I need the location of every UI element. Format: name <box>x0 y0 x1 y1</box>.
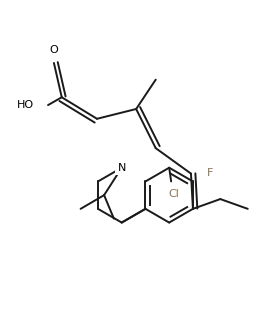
Text: Cl: Cl <box>169 189 180 199</box>
Text: HO: HO <box>17 100 34 110</box>
Text: O: O <box>49 45 58 55</box>
Text: F: F <box>207 168 213 178</box>
Text: N: N <box>118 163 126 173</box>
